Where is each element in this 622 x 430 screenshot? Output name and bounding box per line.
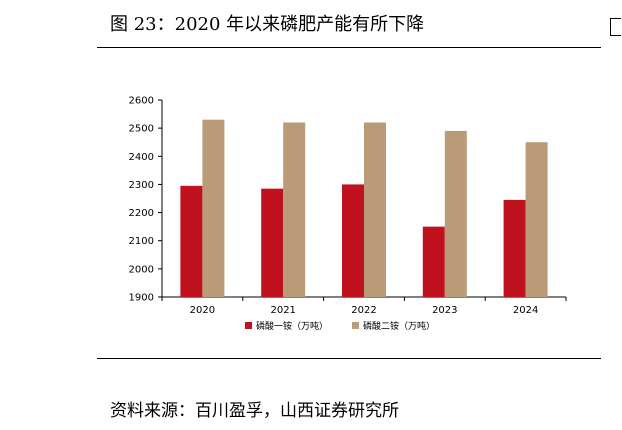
bar-series2 <box>202 119 225 297</box>
legend-label: 磷酸一铵（万吨） <box>256 320 328 332</box>
x-tick-label: 2024 <box>513 305 538 316</box>
bar-series2 <box>364 122 386 297</box>
x-tick-label: 2023 <box>432 305 457 316</box>
title-rule <box>97 47 601 48</box>
legend-swatch <box>352 322 359 329</box>
next-figure-edge <box>610 18 621 36</box>
figure-title: 图 23：2020 年以来磷肥产能有所下降 <box>110 14 425 35</box>
bar-series2 <box>525 142 548 297</box>
footer-rule <box>97 358 601 359</box>
y-tick-label: 2500 <box>129 124 154 135</box>
y-tick-label: 2600 <box>129 96 154 107</box>
x-tick-label: 2022 <box>351 305 376 316</box>
legend-label: 磷酸二铵（万吨） <box>363 320 435 332</box>
bar-series1 <box>261 188 284 297</box>
y-tick-label: 2300 <box>129 180 154 191</box>
bar-series2 <box>444 130 467 297</box>
bar-series1 <box>180 185 203 297</box>
x-tick-label: 2021 <box>270 305 295 316</box>
bar-series1 <box>422 226 445 297</box>
bar-series1 <box>342 184 364 297</box>
y-tick-label: 2200 <box>129 208 154 219</box>
y-tick-label: 1900 <box>129 293 154 304</box>
legend-swatch <box>245 322 252 329</box>
source-note: 资料来源：百川盈孚，山西证券研究所 <box>110 401 399 421</box>
y-tick-label: 2100 <box>129 236 154 247</box>
x-tick-label: 2020 <box>190 305 215 316</box>
bar-series1 <box>503 199 526 297</box>
y-tick-label: 2000 <box>129 264 154 275</box>
bar-series2 <box>283 122 306 297</box>
y-tick-label: 2400 <box>129 152 154 163</box>
